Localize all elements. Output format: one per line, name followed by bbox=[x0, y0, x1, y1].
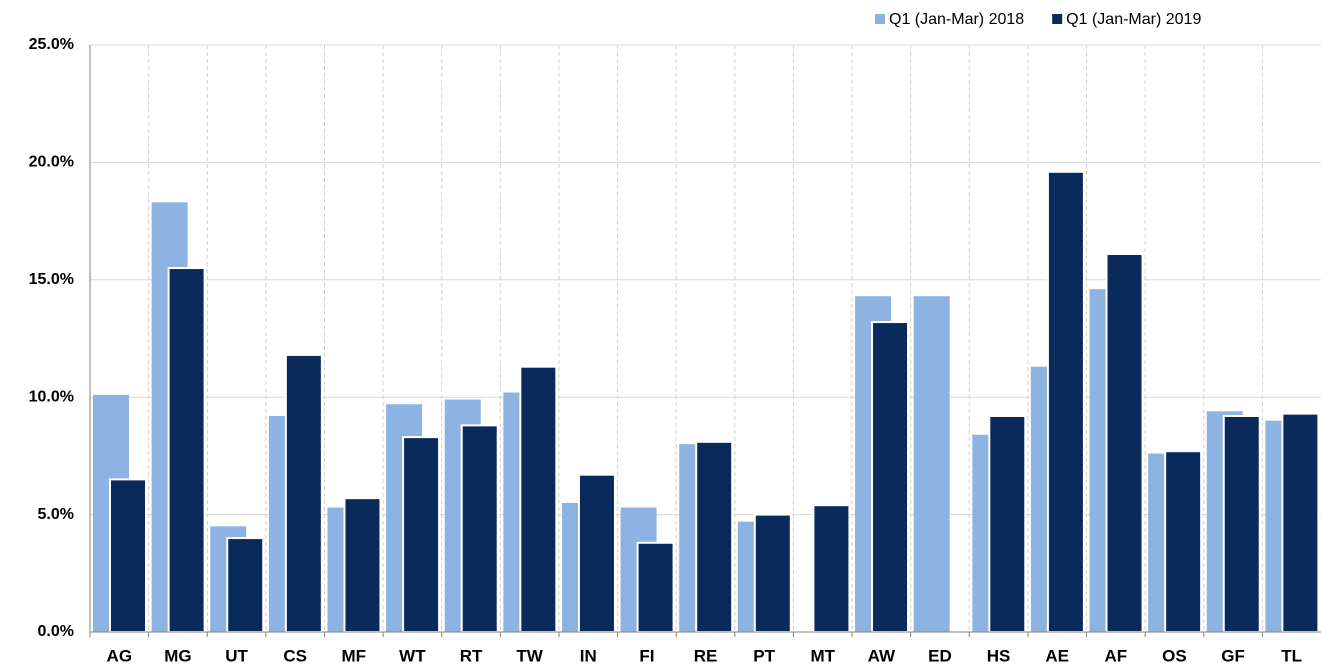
y-tick-label: 25.0% bbox=[29, 36, 74, 53]
bar bbox=[167, 267, 206, 633]
x-tick-label: RE bbox=[694, 646, 718, 665]
x-tick-label: AG bbox=[107, 646, 133, 665]
x-tick-label: FI bbox=[639, 646, 654, 665]
x-tick-label: AF bbox=[1104, 646, 1127, 665]
bar bbox=[226, 537, 265, 634]
x-tick-label: MG bbox=[164, 646, 191, 665]
legend-label: Q1 (Jan-Mar) 2019 bbox=[1066, 11, 1201, 28]
bar bbox=[1105, 252, 1144, 634]
bar bbox=[1164, 450, 1203, 634]
x-tick-label: GF bbox=[1221, 646, 1245, 665]
bar bbox=[1046, 170, 1085, 634]
bar bbox=[1281, 412, 1320, 633]
y-tick-label: 10.0% bbox=[29, 388, 74, 405]
bar bbox=[109, 478, 147, 633]
bar bbox=[695, 440, 734, 634]
x-tick-label: MF bbox=[342, 646, 367, 665]
bar bbox=[284, 353, 323, 633]
bar bbox=[988, 414, 1027, 634]
x-tick-label: ED bbox=[928, 646, 952, 665]
x-tick-label: IN bbox=[580, 646, 597, 665]
bar bbox=[913, 296, 950, 632]
bar bbox=[753, 513, 792, 633]
x-tick-label: HS bbox=[987, 646, 1011, 665]
x-tick-label: MT bbox=[810, 646, 835, 665]
bar bbox=[519, 365, 558, 633]
x-tick-label: AW bbox=[868, 646, 896, 665]
y-tick-label: 0.0% bbox=[38, 623, 74, 640]
y-tick-label: 20.0% bbox=[29, 154, 74, 171]
legend-swatch bbox=[1052, 14, 1063, 24]
bar bbox=[812, 504, 851, 634]
legend-swatch bbox=[875, 14, 885, 24]
x-tick-label: AE bbox=[1045, 646, 1069, 665]
x-tick-label: WT bbox=[399, 646, 426, 665]
bar bbox=[577, 473, 616, 633]
bar bbox=[636, 541, 675, 633]
bar bbox=[343, 497, 382, 633]
x-tick-label: PT bbox=[753, 646, 775, 665]
bar bbox=[1222, 414, 1261, 634]
x-tick-label: CS bbox=[283, 646, 307, 665]
y-tick-label: 15.0% bbox=[29, 271, 74, 288]
bar bbox=[402, 436, 441, 633]
bar bbox=[871, 321, 910, 633]
x-tick-label: RT bbox=[460, 646, 483, 665]
x-tick-label: OS bbox=[1162, 646, 1187, 665]
legend-label: Q1 (Jan-Mar) 2018 bbox=[889, 11, 1024, 28]
x-tick-label: TL bbox=[1281, 646, 1302, 665]
x-tick-label: UT bbox=[225, 646, 248, 665]
bar bbox=[460, 424, 499, 633]
y-tick-label: 5.0% bbox=[38, 506, 74, 523]
x-tick-label: TW bbox=[516, 646, 543, 665]
